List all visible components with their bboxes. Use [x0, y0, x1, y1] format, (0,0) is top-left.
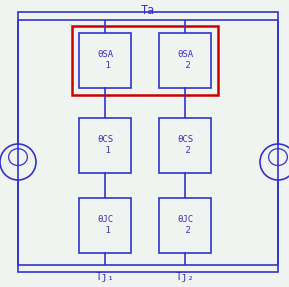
- Text: θSA
 1: θSA 1: [97, 50, 113, 70]
- Text: θJC
 1: θJC 1: [97, 215, 113, 235]
- Text: θSA
 2: θSA 2: [177, 50, 193, 70]
- Bar: [79, 198, 131, 253]
- Text: Tj₂: Tj₂: [176, 272, 194, 282]
- Bar: [72, 26, 218, 95]
- Text: θJC
 2: θJC 2: [177, 215, 193, 235]
- Bar: [159, 33, 211, 88]
- Bar: [79, 118, 131, 173]
- Text: θCS
 2: θCS 2: [177, 135, 193, 155]
- Bar: [159, 118, 211, 173]
- Text: Tj₁: Tj₁: [96, 272, 114, 282]
- Text: Ta: Ta: [141, 3, 155, 16]
- Bar: [79, 33, 131, 88]
- Bar: [159, 198, 211, 253]
- Text: θCS
 1: θCS 1: [97, 135, 113, 155]
- Bar: [18, 12, 278, 272]
